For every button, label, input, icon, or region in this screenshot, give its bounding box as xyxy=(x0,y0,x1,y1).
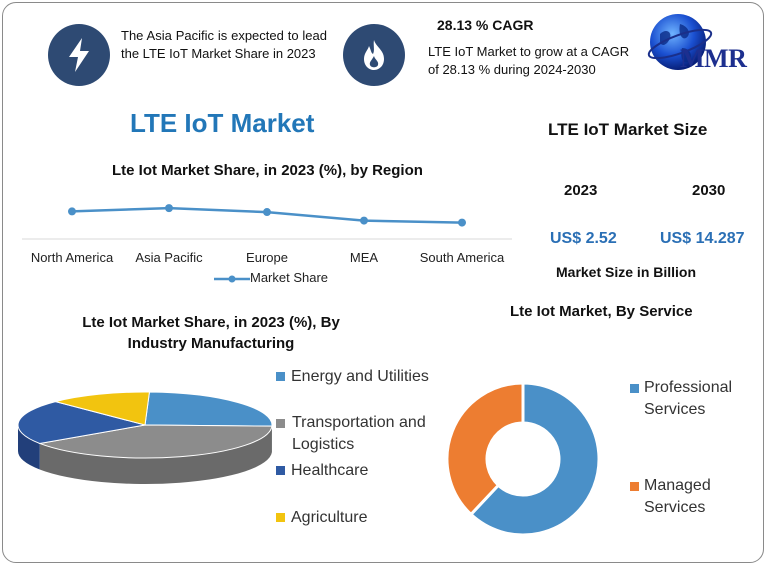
legend-label: Transportation and Logistics xyxy=(292,414,426,453)
x-tick-label: Asia Pacific xyxy=(135,250,203,265)
x-tick-label: Europe xyxy=(246,250,288,265)
service-chart-title: Lte Iot Market, By Service xyxy=(510,303,693,320)
legend-label: Energy and Utilities xyxy=(291,368,429,385)
industry-3d-pie xyxy=(17,391,273,484)
x-tick-label: South America xyxy=(419,250,505,265)
legend-swatch xyxy=(276,513,285,523)
cagr-text: LTE IoT Market to grow at a CAGR of 28.1… xyxy=(428,44,630,77)
legend-swatch xyxy=(630,384,639,393)
market-share-point xyxy=(263,208,271,217)
pie-slice-side xyxy=(39,426,272,484)
service-legend-professional: Professional Services xyxy=(630,377,750,421)
pie-slice-2 xyxy=(17,401,146,444)
legend-label: Managed Services xyxy=(644,477,711,516)
lightning-icon xyxy=(48,24,110,86)
year-2030: 2030 xyxy=(692,182,726,199)
legend-swatch xyxy=(276,419,285,428)
market-share-point xyxy=(68,207,76,216)
pie-slice-0 xyxy=(144,391,273,427)
legend-label: Professional Services xyxy=(644,379,733,418)
cagr-title: 28.13 % CAGR xyxy=(437,17,534,33)
flame-icon xyxy=(343,24,405,86)
x-tick-label: North America xyxy=(30,250,114,265)
market-share-point xyxy=(458,218,466,227)
service-legend-managed: Managed Services xyxy=(630,475,750,519)
market-size-unit: Market Size in Billion xyxy=(556,264,697,280)
donut-slice-0 xyxy=(468,381,601,537)
logo-text: MMR xyxy=(680,44,747,73)
x-tick-label: MEA xyxy=(349,250,379,265)
legend-swatch xyxy=(276,466,285,476)
market-share-point xyxy=(360,216,368,225)
region-line-chart xyxy=(22,204,512,240)
legend-label: Agriculture xyxy=(291,509,368,526)
line-legend-label: Market Share xyxy=(250,270,329,285)
pie-slice-side xyxy=(18,425,40,470)
region-highlight-text: The Asia Pacific is expected to lead the… xyxy=(121,28,327,61)
pie-slice-3 xyxy=(53,391,151,426)
page-title: LTE IoT Market xyxy=(130,108,315,138)
line-legend: Market Share xyxy=(214,270,328,285)
service-donut-chart xyxy=(445,381,601,537)
industry-legend-energy: Energy and Utilities xyxy=(276,366,429,388)
donut-slice-1 xyxy=(445,381,525,517)
year-2023: 2023 xyxy=(564,182,598,199)
legend-swatch xyxy=(630,482,639,491)
industry-legend-healthcare: Healthcare xyxy=(276,460,368,482)
industry-legend-agriculture: Agriculture xyxy=(276,507,367,529)
industry-chart-title: Lte Iot Market Share, in 2023 (%), By In… xyxy=(82,314,340,352)
legend-label: Healthcare xyxy=(291,462,369,479)
value-2030: US$ 14.287 xyxy=(660,230,745,247)
region-chart-title: Lte Iot Market Share, in 2023 (%), by Re… xyxy=(112,162,423,179)
value-2023: US$ 2.52 xyxy=(550,230,617,247)
market-size-title: LTE IoT Market Size xyxy=(548,120,708,139)
globe-logo-icon xyxy=(646,8,714,76)
legend-swatch xyxy=(276,372,285,382)
industry-legend-transport: Transportation and Logistics xyxy=(276,412,441,456)
pie-slice-1 xyxy=(37,424,273,459)
market-share-point xyxy=(165,204,173,213)
